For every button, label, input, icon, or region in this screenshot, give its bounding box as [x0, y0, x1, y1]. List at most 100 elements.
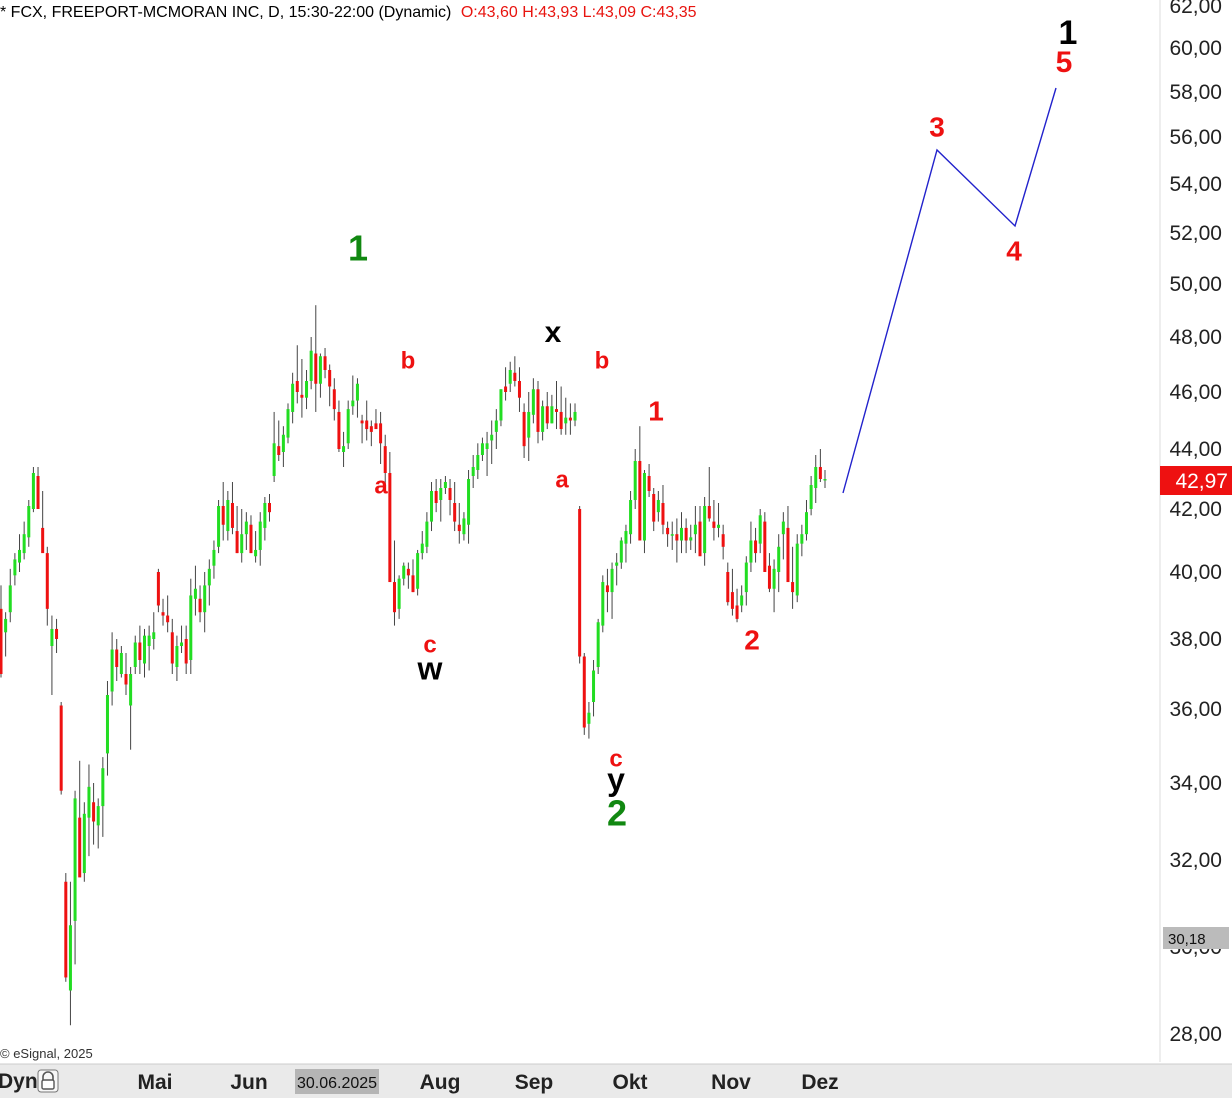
candle — [388, 452, 392, 583]
candle — [175, 635, 179, 681]
price-tick-label: 28,00 — [1169, 1023, 1222, 1046]
candle — [240, 509, 244, 563]
candle — [189, 578, 193, 674]
price-tick-label: 52,00 — [1169, 222, 1222, 245]
candle — [568, 403, 572, 435]
candle — [41, 491, 45, 554]
candle — [217, 500, 221, 554]
candle — [36, 467, 40, 509]
candle — [337, 400, 341, 452]
candle — [457, 503, 461, 544]
candle — [504, 367, 508, 401]
current-price-badge — [1160, 466, 1232, 495]
candle — [564, 397, 568, 435]
candle — [425, 512, 429, 554]
price-tick-label: 60,00 — [1169, 37, 1222, 60]
candle — [480, 437, 484, 461]
price-tick-label: 38,00 — [1169, 628, 1222, 651]
candle — [27, 500, 31, 547]
month-label: Mai — [137, 1071, 172, 1094]
candle — [254, 531, 258, 563]
candle — [818, 449, 822, 482]
candle — [244, 512, 248, 550]
candle — [342, 431, 346, 467]
time-axis[interactable] — [0, 1064, 1232, 1098]
lock-icon[interactable] — [37, 1069, 59, 1093]
candle — [31, 467, 35, 513]
candle — [346, 400, 350, 449]
candle — [286, 403, 290, 444]
candle — [582, 653, 586, 735]
wave-label: x — [545, 316, 562, 349]
candle — [402, 562, 406, 586]
candle — [550, 394, 554, 424]
copyright-text: © eSignal, 2025 — [0, 1046, 93, 1061]
candle — [198, 585, 202, 623]
candle — [629, 491, 633, 544]
wave-label: 1 — [1059, 14, 1078, 52]
candle — [633, 449, 637, 509]
price-tick-label: 34,00 — [1169, 772, 1222, 795]
candle — [767, 553, 771, 593]
dynamic-mode-label[interactable]: Dyn — [0, 1070, 38, 1093]
candle — [161, 598, 165, 626]
candle — [226, 491, 230, 541]
candle — [355, 378, 359, 418]
candle — [675, 518, 679, 563]
candle — [615, 553, 619, 586]
marker-price-badge — [1163, 927, 1229, 949]
candle — [184, 625, 188, 674]
candle — [8, 568, 12, 623]
candle — [601, 575, 605, 633]
candle — [50, 615, 54, 695]
price-axis[interactable] — [1160, 0, 1232, 1062]
candle — [707, 467, 711, 522]
candle — [147, 625, 151, 671]
candle — [55, 618, 59, 653]
candle — [305, 370, 309, 410]
candle — [471, 455, 475, 488]
wave-label: b — [401, 347, 416, 374]
price-tick-label: 40,00 — [1169, 561, 1222, 584]
candle — [689, 524, 693, 550]
wave-label: b — [595, 347, 610, 374]
candle — [772, 559, 776, 613]
candle — [323, 348, 327, 379]
candle — [698, 506, 702, 557]
candle — [809, 476, 813, 516]
price-tick-label: 44,00 — [1169, 438, 1222, 461]
month-label: Jun — [230, 1071, 267, 1094]
candle — [513, 356, 517, 387]
wave-label: 2 — [607, 793, 627, 834]
candle — [476, 443, 480, 479]
wave-label: c — [609, 745, 622, 772]
candle — [494, 409, 498, 449]
candle — [291, 372, 295, 424]
candle — [740, 585, 744, 613]
crosshair-date-badge — [295, 1069, 379, 1094]
candle — [263, 497, 267, 541]
candle — [105, 681, 109, 776]
price-tick-label: 46,00 — [1169, 381, 1222, 404]
candle — [249, 515, 253, 554]
candle — [656, 491, 660, 522]
wave-label: w — [417, 650, 443, 686]
candle — [522, 403, 526, 458]
candles-layer — [0, 305, 827, 1026]
candle — [258, 512, 262, 566]
candle — [666, 521, 670, 547]
candle — [351, 375, 355, 415]
month-label: Aug — [420, 1071, 461, 1094]
month-labels: Mai Jun Aug Sep Okt Nov Dez — [137, 1071, 838, 1094]
candle — [642, 470, 646, 554]
candle — [166, 595, 170, 633]
candle — [439, 479, 443, 522]
candle — [485, 431, 489, 476]
candle — [369, 420, 373, 447]
candle — [318, 353, 322, 398]
month-label: Nov — [711, 1071, 751, 1094]
candle — [152, 612, 156, 650]
candle — [517, 367, 521, 412]
candle — [235, 506, 239, 554]
candle — [207, 559, 211, 606]
